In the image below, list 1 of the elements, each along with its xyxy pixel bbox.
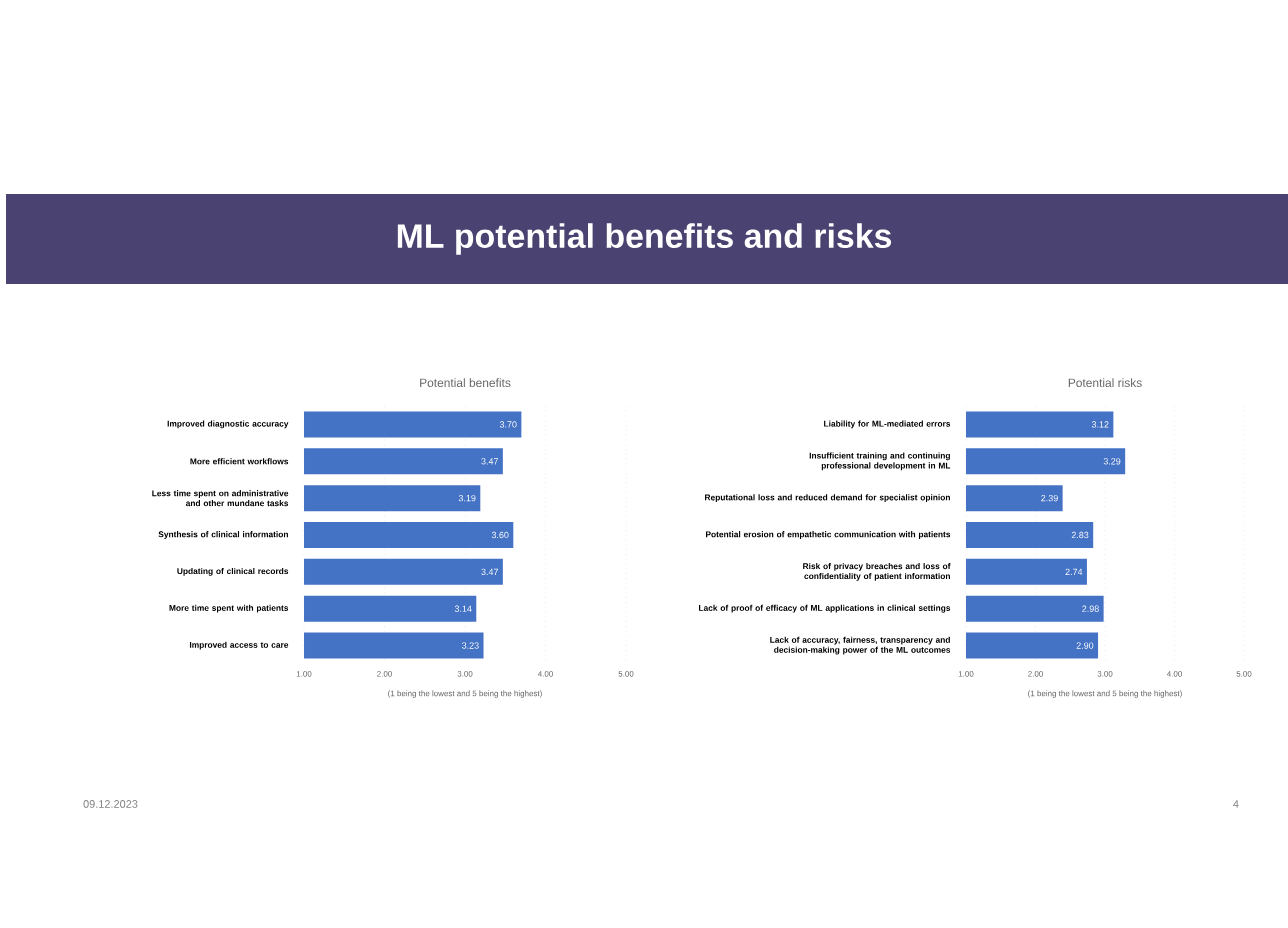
text: ML potential benefits and risks (397, 223, 892, 255)
